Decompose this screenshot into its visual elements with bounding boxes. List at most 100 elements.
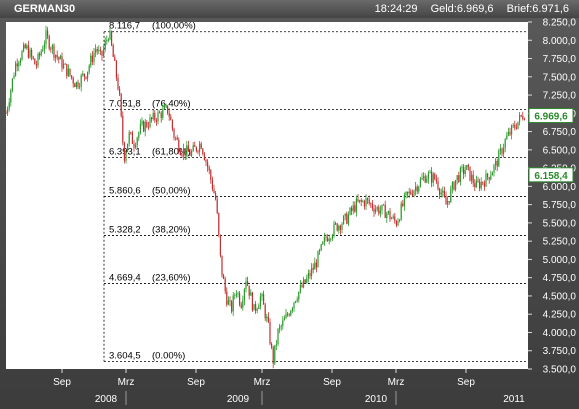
candle-body <box>323 237 325 242</box>
price-marker-label: 6.969,6 <box>534 112 568 123</box>
candle-body <box>432 173 434 183</box>
candle-body <box>120 93 122 116</box>
candle-body <box>271 343 273 348</box>
candle-body <box>7 108 9 114</box>
candle-body <box>106 39 108 42</box>
fib-level-value: 4.669,4 <box>109 273 141 284</box>
candle-body <box>232 295 234 312</box>
candle-body <box>138 132 140 138</box>
candle-body <box>163 106 165 110</box>
y-tick-label: 6.750,0 <box>543 127 577 138</box>
candle-body <box>218 213 220 235</box>
candle-body <box>370 203 372 205</box>
candle-body <box>450 188 452 203</box>
candle-body <box>157 112 159 122</box>
candle-body <box>471 174 473 181</box>
price-chart[interactable]: 8.116,7(100,00%)7.051,8(76,40%)6.393,1(6… <box>0 18 579 409</box>
candle-body <box>133 143 135 148</box>
candle-body <box>173 128 175 138</box>
candle-body <box>251 292 253 311</box>
price-marker-box[interactable] <box>528 167 574 183</box>
candle-body <box>144 121 146 132</box>
candle-body <box>440 192 442 195</box>
fib-level-percent: (50,00%) <box>152 186 191 197</box>
candle-body <box>122 115 124 143</box>
candle-body <box>317 251 319 268</box>
candle-body <box>293 302 295 309</box>
x-month-label: Mrz <box>254 377 271 388</box>
candle-body <box>23 44 25 52</box>
y-tick-label: 8.250,0 <box>543 18 577 29</box>
candle-body <box>429 171 431 174</box>
candle-body <box>283 318 285 321</box>
y-tick-label: 6.000,0 <box>543 182 577 193</box>
candle-body <box>333 223 335 236</box>
y-tick-label: 7.750,0 <box>543 54 577 65</box>
candle-body <box>472 174 474 184</box>
candle-body <box>32 56 34 59</box>
x-year-label: 2011 <box>503 394 525 405</box>
candle-body <box>303 279 305 288</box>
candle-body <box>234 295 236 296</box>
candle-body <box>368 199 370 204</box>
candle-body <box>162 109 164 118</box>
candle-body <box>112 45 114 57</box>
bid-price[interactable]: Geld:6.969,6 <box>430 3 494 15</box>
candle-body <box>159 112 161 114</box>
candle-body <box>520 115 522 116</box>
x-month-label: Sep <box>323 377 341 388</box>
candle-body <box>72 77 74 84</box>
candle-body <box>378 207 380 214</box>
candle-body <box>331 235 333 239</box>
candle-body <box>424 176 426 183</box>
candle-body <box>125 151 127 161</box>
quote-bar: 18:24:29 Geld:6.969,6 Brief:6.971,6 <box>365 3 569 15</box>
candle-body <box>98 49 100 52</box>
y-tick-label: 4.000,0 <box>543 328 577 339</box>
candle-body <box>344 213 346 217</box>
candle-body <box>469 166 471 181</box>
candle-body <box>53 45 55 58</box>
candle-body <box>259 296 261 306</box>
candle-body <box>360 199 362 202</box>
candle-body <box>415 186 417 191</box>
candle-body <box>427 173 429 179</box>
candle-body <box>504 139 506 149</box>
instrument-symbol[interactable]: GERMAN30 <box>14 3 76 15</box>
candle-body <box>151 117 153 120</box>
candle-body <box>279 326 281 330</box>
candle-body <box>155 120 157 122</box>
candle-body <box>466 164 468 170</box>
candle-body <box>170 116 172 121</box>
candle-body <box>245 281 247 290</box>
x-month-label: Sep <box>457 377 475 388</box>
price-marker-box[interactable] <box>528 108 574 124</box>
candle-body <box>16 63 18 67</box>
quote-time: 18:24:29 <box>374 3 418 15</box>
candle-body <box>77 82 79 88</box>
candle-body <box>64 63 66 65</box>
candle-body <box>87 71 89 79</box>
candle-body <box>114 56 116 61</box>
fib-level-percent: (100,00%) <box>152 21 196 32</box>
candle-body <box>456 175 458 180</box>
candle-body <box>339 225 341 230</box>
candle-body <box>119 89 121 94</box>
candle-body <box>135 145 137 148</box>
candle-body <box>296 299 298 302</box>
ask-price[interactable]: Brief:6.971,6 <box>506 3 569 15</box>
candle-body <box>274 345 276 364</box>
candle-body <box>91 55 93 62</box>
candle-body <box>381 204 383 211</box>
x-year-label: 2008 <box>95 394 118 405</box>
candle-body <box>43 44 45 50</box>
candle-body <box>479 181 481 189</box>
candle-body <box>239 293 241 305</box>
candle-body <box>264 304 266 319</box>
candle-body <box>365 198 367 207</box>
candle-body <box>229 300 231 302</box>
candle-body <box>320 244 322 251</box>
candle-body <box>96 49 98 52</box>
candle-body <box>243 289 245 301</box>
candle-body <box>496 160 498 167</box>
